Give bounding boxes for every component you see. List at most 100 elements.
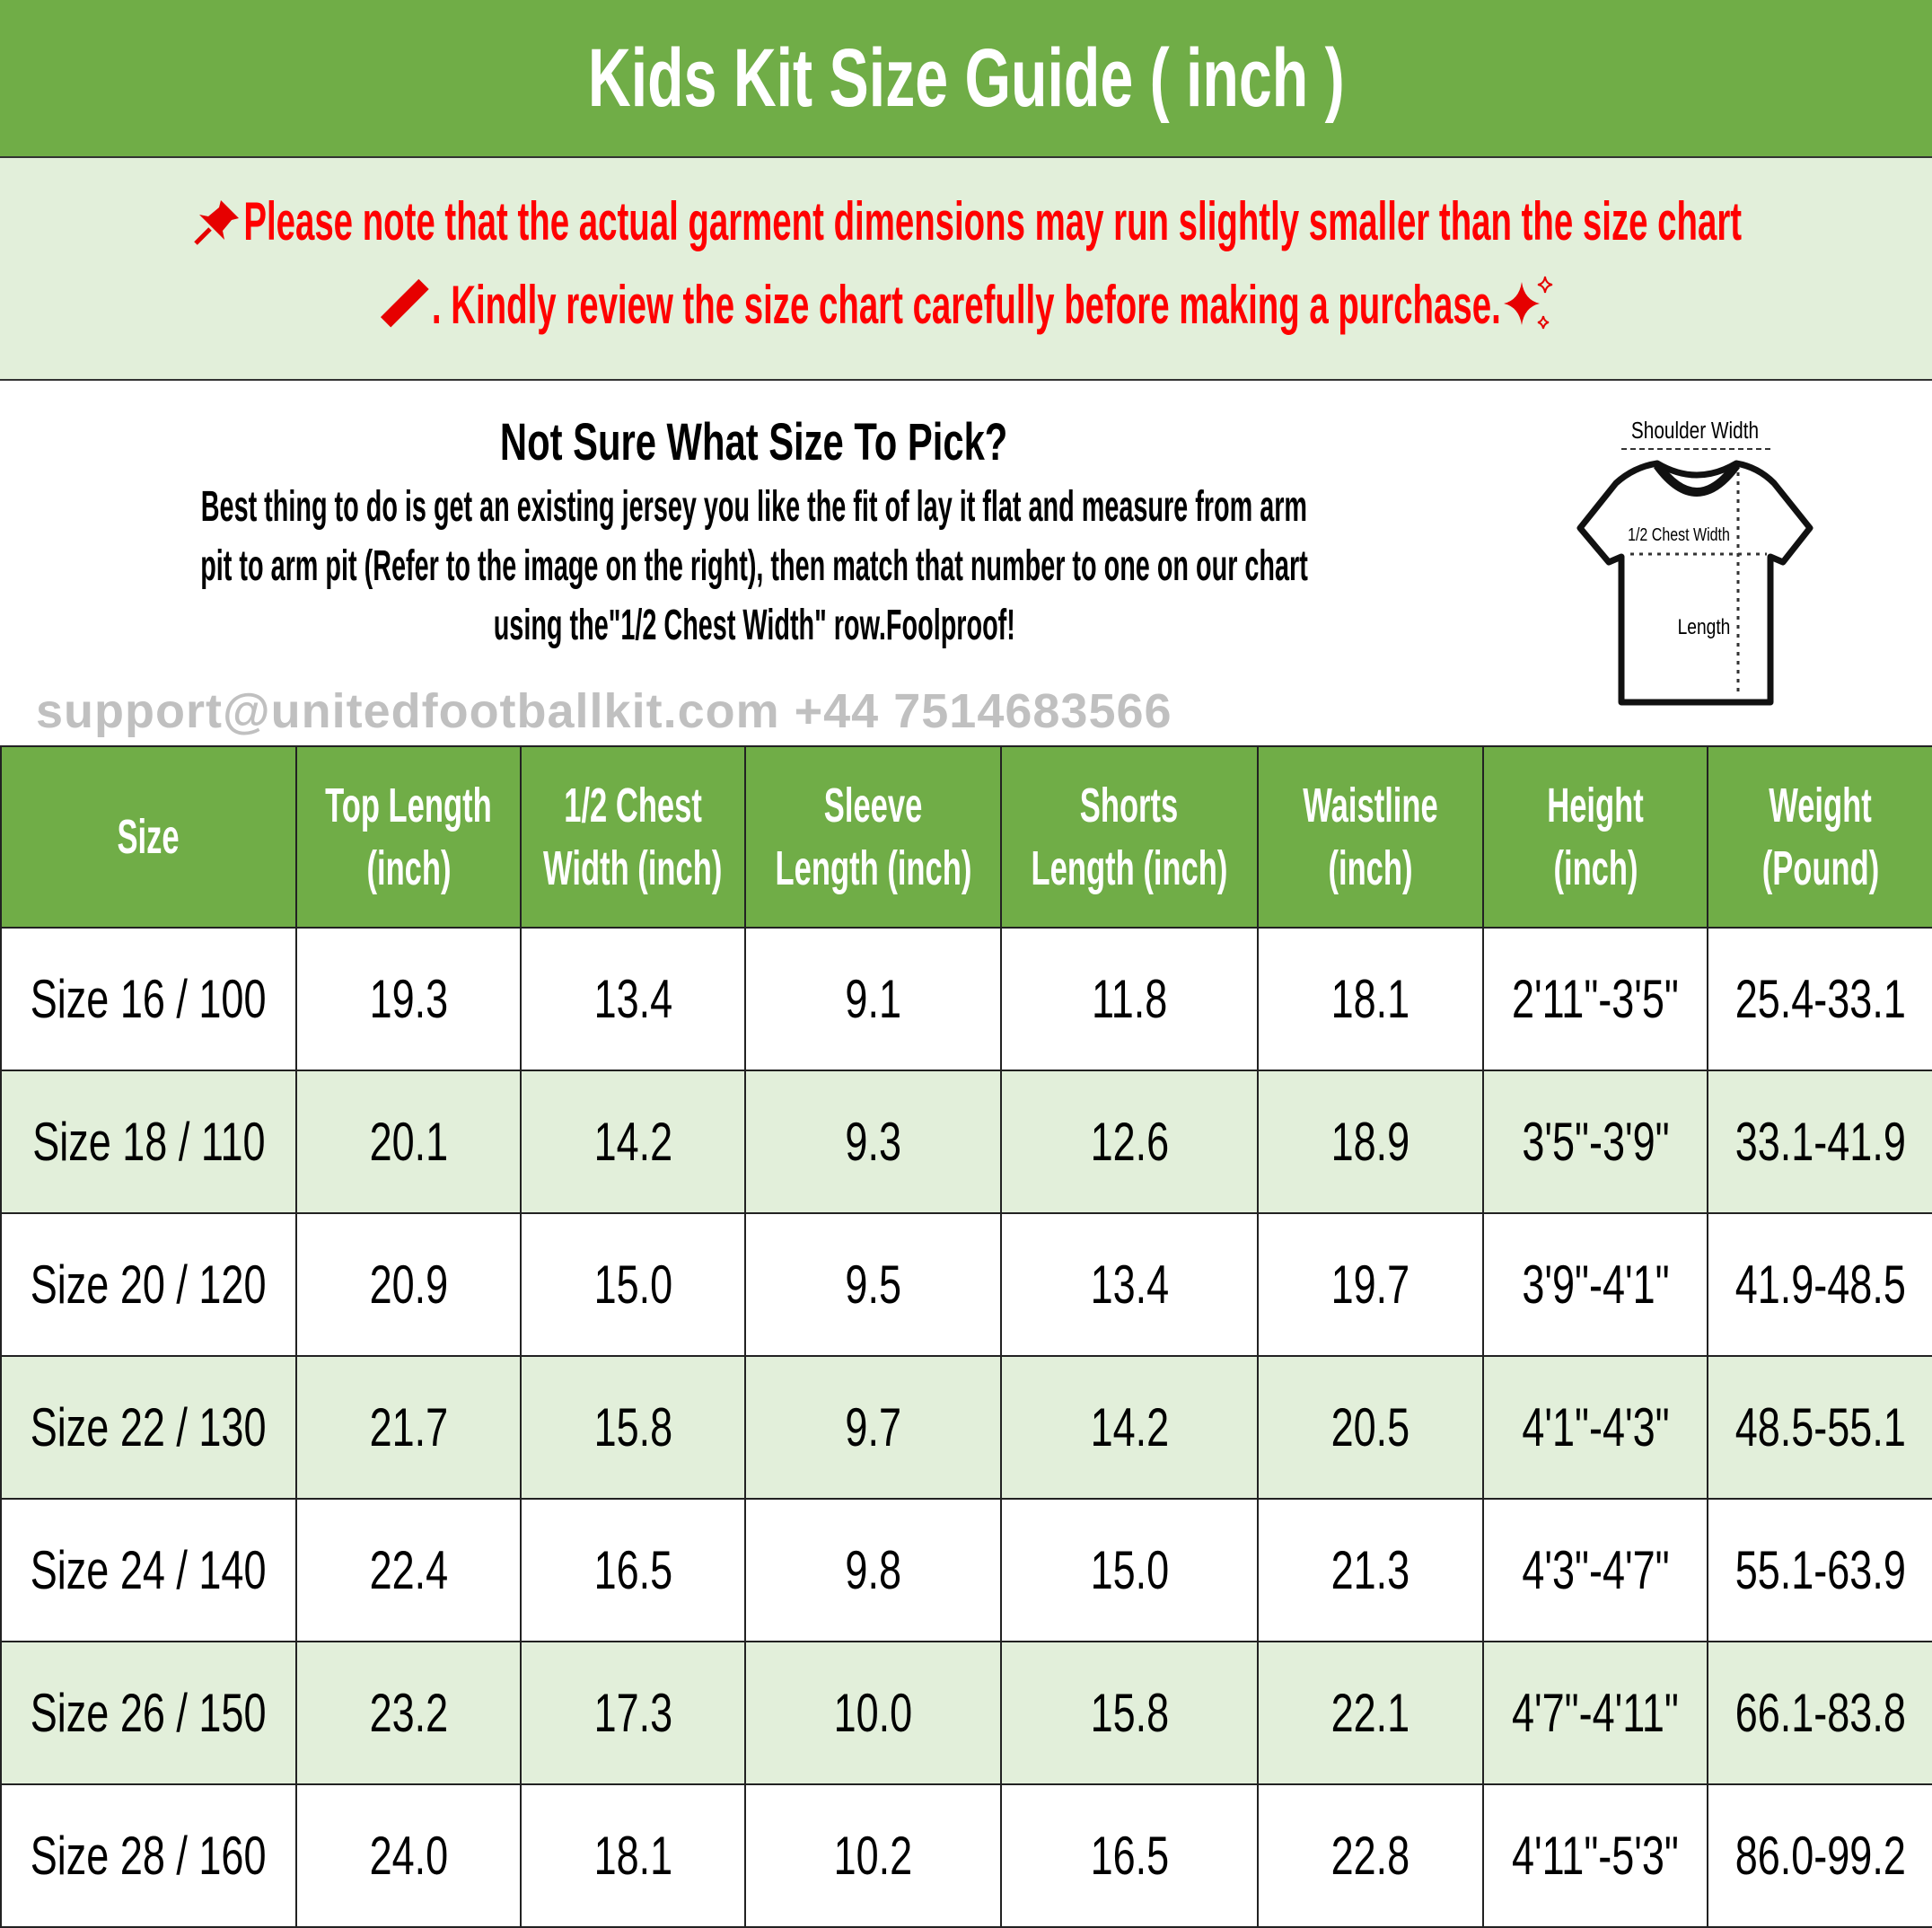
cell-value: 55.1-63.9 bbox=[1734, 1540, 1906, 1600]
cell-value: 21.7 bbox=[369, 1397, 448, 1457]
table-row: Size 16 / 100 19.3 13.4 9.1 11.8 18.1 2'11"-3'… bbox=[0, 927, 1932, 1071]
table-cell: 9.5 bbox=[744, 1212, 1002, 1357]
table-cell: 22.1 bbox=[1257, 1641, 1484, 1785]
cell-value: 15.8 bbox=[1090, 1683, 1169, 1743]
cell-value: Size 24 / 140 bbox=[31, 1540, 267, 1600]
table-row: Size 18 / 110 20.1 14.2 9.3 12.6 18.9 3'5"-3'9… bbox=[0, 1070, 1932, 1214]
table-cell: 4'7"-4'11" bbox=[1482, 1641, 1708, 1785]
header-label: Top Length bbox=[325, 779, 492, 832]
header-label: (Pound) bbox=[1761, 841, 1879, 895]
cell-value: 15.8 bbox=[593, 1397, 672, 1457]
notice-line-1: Please note that the actual garment dime… bbox=[0, 190, 1932, 252]
ruler-icon bbox=[380, 278, 429, 328]
table-row: Size 20 / 120 20.9 15.0 9.5 13.4 19.7 3'9"-4'1… bbox=[0, 1212, 1932, 1357]
cell-value: 12.6 bbox=[1090, 1112, 1169, 1172]
cell-value: 4'11"-5'3" bbox=[1512, 1826, 1679, 1886]
table-cell: Size 24 / 140 bbox=[0, 1498, 297, 1642]
header-label: Sleeve bbox=[823, 779, 923, 832]
table-cell: 9.3 bbox=[744, 1070, 1002, 1214]
column-header: Shorts Length (inch) bbox=[1000, 745, 1259, 929]
tshirt-measurement-diagram: Shoulder Width 1/2 Chest Width Length bbox=[1576, 418, 1813, 706]
cell-value: Size 18 / 110 bbox=[31, 1112, 266, 1172]
table-cell: Size 28 / 160 bbox=[0, 1783, 297, 1928]
cell-value: 9.5 bbox=[845, 1255, 901, 1315]
table-cell: 9.7 bbox=[744, 1355, 1002, 1500]
cell-value: 18.1 bbox=[1330, 969, 1410, 1029]
column-header: Waistline (inch) bbox=[1257, 745, 1484, 929]
cell-value: 14.2 bbox=[593, 1112, 672, 1172]
table-cell: 23.2 bbox=[295, 1641, 522, 1785]
cell-value: 15.0 bbox=[593, 1255, 672, 1315]
cell-value: 22.1 bbox=[1330, 1683, 1410, 1743]
table-cell: 14.2 bbox=[520, 1070, 746, 1214]
column-header: Weight (Pound) bbox=[1707, 745, 1932, 929]
header-label: Shorts bbox=[1080, 779, 1179, 832]
table-cell: 86.0-99.2 bbox=[1707, 1783, 1932, 1928]
page-title: Kids Kit Size Guide ( inch ) bbox=[0, 0, 1932, 158]
cell-value: 4'7"-4'11" bbox=[1512, 1683, 1679, 1743]
cell-value: 15.0 bbox=[1090, 1540, 1169, 1600]
cell-value: 17.3 bbox=[593, 1683, 672, 1743]
cell-value: 23.2 bbox=[369, 1683, 448, 1743]
pushpin-icon bbox=[193, 199, 239, 245]
watermark: support@unitedfootballkit.com +44 751468… bbox=[36, 684, 1172, 738]
cell-value: 86.0-99.2 bbox=[1734, 1826, 1906, 1886]
intro-line: Best thing to do is get an existing jers… bbox=[200, 483, 1308, 531]
table-cell: 20.5 bbox=[1257, 1355, 1484, 1500]
table-cell: 18.1 bbox=[520, 1783, 746, 1928]
cell-value: 16.5 bbox=[1090, 1826, 1169, 1886]
cell-value: 20.5 bbox=[1330, 1397, 1410, 1457]
table-cell: 33.1-41.9 bbox=[1707, 1070, 1932, 1214]
column-header: Height (inch) bbox=[1482, 745, 1708, 929]
column-header: Sleeve Length (inch) bbox=[744, 745, 1002, 929]
table-cell: 10.0 bbox=[744, 1641, 1002, 1785]
table-cell: 15.0 bbox=[520, 1212, 746, 1357]
table-cell: 14.2 bbox=[1000, 1355, 1259, 1500]
table-cell: 4'1"-4'3" bbox=[1482, 1355, 1708, 1500]
header-label: Width (inch) bbox=[543, 841, 723, 895]
header-label: Length (inch) bbox=[1031, 841, 1228, 895]
table-cell: 24.0 bbox=[295, 1783, 522, 1928]
header-label: 1/2 Chest bbox=[564, 779, 702, 832]
header-label: Waistline bbox=[1303, 779, 1438, 832]
table-cell: Size 18 / 110 bbox=[0, 1070, 297, 1214]
column-header: Size bbox=[0, 745, 297, 929]
intro-line: pit to arm pit (Refer to the image on th… bbox=[200, 542, 1308, 590]
cell-value: 13.4 bbox=[593, 969, 672, 1029]
cell-value: 19.3 bbox=[369, 969, 448, 1029]
table-cell: 13.4 bbox=[1000, 1212, 1259, 1357]
table-cell: 25.4-33.1 bbox=[1707, 927, 1932, 1071]
table-cell: 13.4 bbox=[520, 927, 746, 1071]
length-label: Length bbox=[1678, 614, 1731, 639]
table-cell: 20.1 bbox=[295, 1070, 522, 1214]
table-cell: 19.3 bbox=[295, 927, 522, 1071]
table-cell: 41.9-48.5 bbox=[1707, 1212, 1932, 1357]
table-cell: 9.8 bbox=[744, 1498, 1002, 1642]
table-cell: 21.7 bbox=[295, 1355, 522, 1500]
table-cell: 15.8 bbox=[1000, 1641, 1259, 1785]
table-row: Size 26 / 150 23.2 17.3 10.0 15.8 22.1 4'7"-4'… bbox=[0, 1641, 1932, 1785]
cell-value: 13.4 bbox=[1090, 1255, 1169, 1315]
cell-value: 22.4 bbox=[369, 1540, 448, 1600]
header-label: (inch) bbox=[365, 841, 452, 895]
table-cell: 16.5 bbox=[1000, 1783, 1259, 1928]
table-cell: 20.9 bbox=[295, 1212, 522, 1357]
table-cell: 55.1-63.9 bbox=[1707, 1498, 1932, 1642]
table-cell: Size 26 / 150 bbox=[0, 1641, 297, 1785]
cell-value: 4'1"-4'3" bbox=[1521, 1397, 1670, 1457]
table-row: Size 28 / 160 24.0 18.1 10.2 16.5 22.8 4'11"-5… bbox=[0, 1783, 1932, 1928]
table-cell: 12.6 bbox=[1000, 1070, 1259, 1214]
intro-heading: Not Sure What Size To Pick? bbox=[500, 413, 1008, 471]
table-cell: Size 16 / 100 bbox=[0, 927, 297, 1071]
header-label: (inch) bbox=[1552, 841, 1638, 895]
table-row: Size 24 / 140 22.4 16.5 9.8 15.0 21.3 4'3"-4'7… bbox=[0, 1498, 1932, 1642]
table-cell: 18.9 bbox=[1257, 1070, 1484, 1214]
table-cell: 66.1-83.8 bbox=[1707, 1641, 1932, 1785]
cell-value: Size 20 / 120 bbox=[31, 1255, 267, 1315]
intro-line: using the"1/2 Chest Width" row.Foolproof… bbox=[493, 602, 1015, 649]
cell-value: 16.5 bbox=[593, 1540, 672, 1600]
cell-value: 9.3 bbox=[845, 1112, 901, 1172]
cell-value: 21.3 bbox=[1330, 1540, 1410, 1600]
cell-value: 11.8 bbox=[1091, 969, 1168, 1029]
cell-value: Size 22 / 130 bbox=[31, 1397, 267, 1457]
